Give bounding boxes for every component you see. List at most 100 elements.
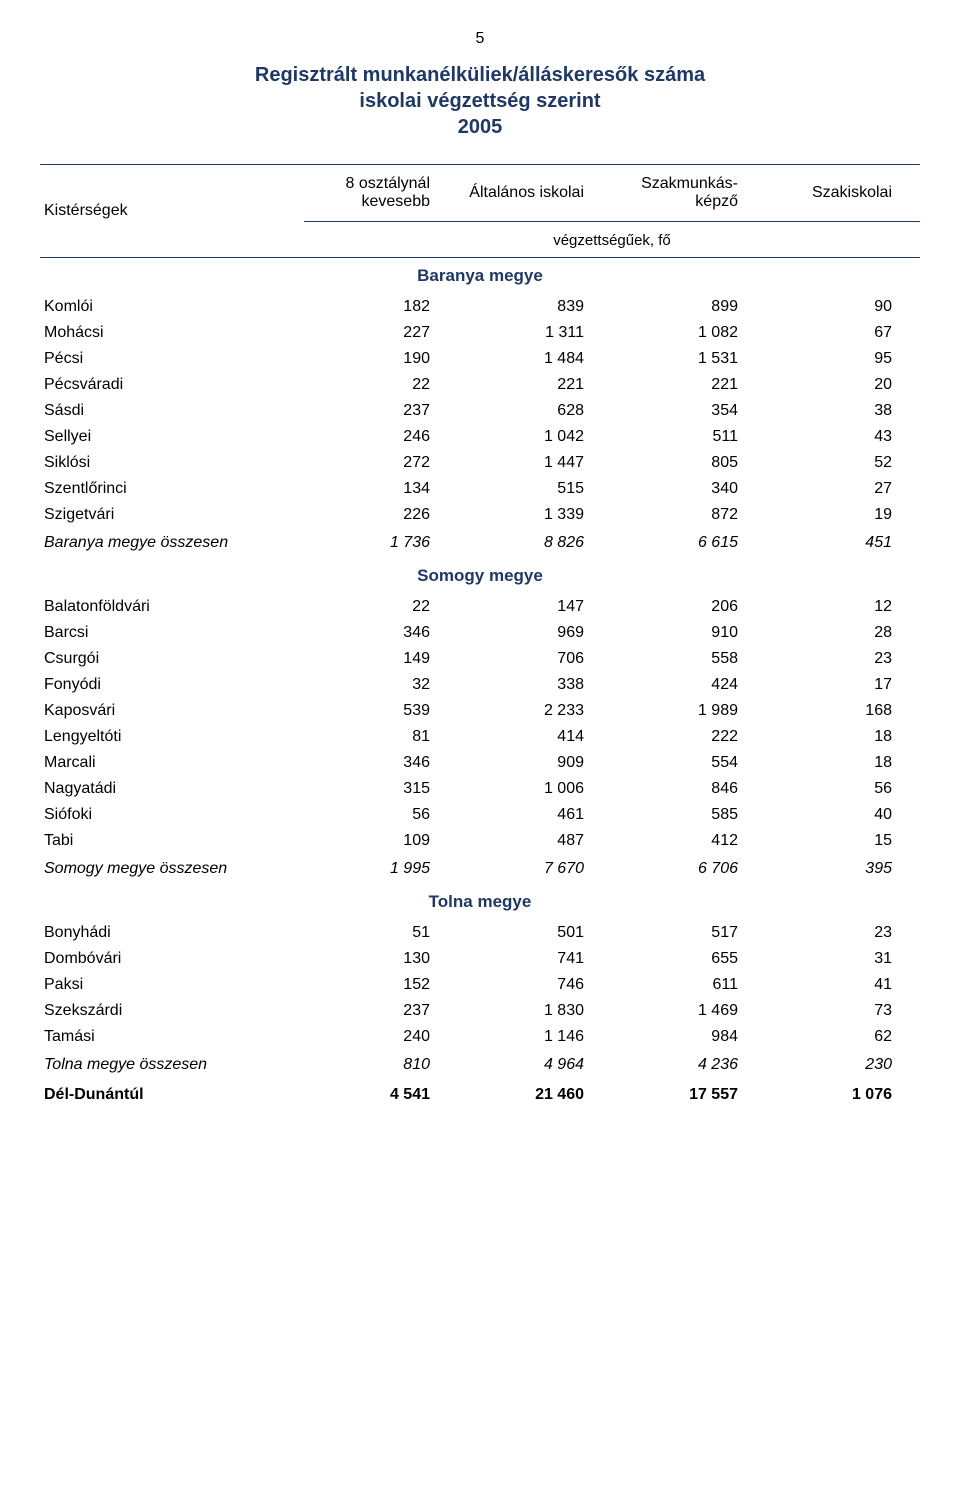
region-cell: Marcali <box>40 750 304 776</box>
value-cell: 226 <box>304 502 458 528</box>
col-header-3: Szakmunkás-képző <box>612 165 766 222</box>
region-cell: Siófoki <box>40 802 304 828</box>
title-line2: iskolai végzettség szerint <box>359 90 600 112</box>
value-cell: 73 <box>766 998 920 1024</box>
value-cell: 190 <box>304 346 458 372</box>
table-row: Sásdi23762835438 <box>40 398 920 424</box>
table-row: Szigetvári2261 33987219 <box>40 502 920 528</box>
region-cell: Siklósi <box>40 450 304 476</box>
value-cell: 40 <box>766 802 920 828</box>
table-row: Komlói18283989990 <box>40 294 920 320</box>
table-row: Siófoki5646158540 <box>40 802 920 828</box>
region-cell: Pécsváradi <box>40 372 304 398</box>
value-cell: 23 <box>766 920 920 946</box>
value-cell: 585 <box>612 802 766 828</box>
table-row: Marcali34690955418 <box>40 750 920 776</box>
region-cell: Bonyhádi <box>40 920 304 946</box>
col-subhead: végzettségűek, fő <box>304 222 920 258</box>
value-cell: 32 <box>304 672 458 698</box>
value-cell: 222 <box>612 724 766 750</box>
table-row: Tabi10948741215 <box>40 828 920 854</box>
table-row: Nagyatádi3151 00684656 <box>40 776 920 802</box>
title-line1: Regisztrált munkanélküliek/álláskeresők … <box>255 64 705 86</box>
value-cell: 315 <box>304 776 458 802</box>
value-cell: 501 <box>458 920 612 946</box>
value-cell: 18 <box>766 750 920 776</box>
section-header: Tolna megye <box>40 884 920 920</box>
section-header: Baranya megye <box>40 258 920 295</box>
grand-total-row: Dél-Dunántúl4 54121 46017 5571 076 <box>40 1080 920 1106</box>
value-cell: 746 <box>458 972 612 998</box>
value-cell: 1 339 <box>458 502 612 528</box>
col-header-region: Kistérségek <box>40 165 304 258</box>
value-cell: 246 <box>304 424 458 450</box>
region-cell: Csurgói <box>40 646 304 672</box>
value-cell: 1 082 <box>612 320 766 346</box>
value-cell: 95 <box>766 346 920 372</box>
table-row: Pécsváradi2222122120 <box>40 372 920 398</box>
title-line3: 2005 <box>458 116 503 138</box>
value-cell: 340 <box>612 476 766 502</box>
page-number: 5 <box>40 30 920 48</box>
table-row: Sellyei2461 04251143 <box>40 424 920 450</box>
summary-value: 1 736 <box>304 528 458 558</box>
value-cell: 515 <box>458 476 612 502</box>
value-cell: 41 <box>766 972 920 998</box>
region-cell: Kaposvári <box>40 698 304 724</box>
value-cell: 81 <box>304 724 458 750</box>
table-row: Balatonföldvári2214720612 <box>40 594 920 620</box>
col-header-2: Általános iskolai <box>458 165 612 222</box>
region-cell: Balatonföldvári <box>40 594 304 620</box>
value-cell: 346 <box>304 750 458 776</box>
value-cell: 539 <box>304 698 458 724</box>
region-cell: Mohácsi <box>40 320 304 346</box>
value-cell: 67 <box>766 320 920 346</box>
table-row: Szentlőrinci13451534027 <box>40 476 920 502</box>
table-row: Siklósi2721 44780552 <box>40 450 920 476</box>
value-cell: 130 <box>304 946 458 972</box>
region-cell: Dombóvári <box>40 946 304 972</box>
value-cell: 12 <box>766 594 920 620</box>
value-cell: 38 <box>766 398 920 424</box>
table-row: Mohácsi2271 3111 08267 <box>40 320 920 346</box>
table-row: Fonyódi3233842417 <box>40 672 920 698</box>
value-cell: 1 469 <box>612 998 766 1024</box>
value-cell: 1 484 <box>458 346 612 372</box>
summary-value: 810 <box>304 1050 458 1080</box>
region-cell: Tamási <box>40 1024 304 1050</box>
value-cell: 412 <box>612 828 766 854</box>
summary-value: 395 <box>766 854 920 884</box>
value-cell: 28 <box>766 620 920 646</box>
value-cell: 221 <box>612 372 766 398</box>
value-cell: 109 <box>304 828 458 854</box>
value-cell: 272 <box>304 450 458 476</box>
value-cell: 741 <box>458 946 612 972</box>
value-cell: 1 830 <box>458 998 612 1024</box>
value-cell: 1 146 <box>458 1024 612 1050</box>
region-cell: Tabi <box>40 828 304 854</box>
summary-value: 4 964 <box>458 1050 612 1080</box>
value-cell: 168 <box>766 698 920 724</box>
table-row: Csurgói14970655823 <box>40 646 920 672</box>
value-cell: 17 <box>766 672 920 698</box>
value-cell: 27 <box>766 476 920 502</box>
value-cell: 805 <box>612 450 766 476</box>
grand-value: 17 557 <box>612 1080 766 1106</box>
value-cell: 20 <box>766 372 920 398</box>
value-cell: 354 <box>612 398 766 424</box>
value-cell: 655 <box>612 946 766 972</box>
summary-value: 4 236 <box>612 1050 766 1080</box>
value-cell: 846 <box>612 776 766 802</box>
summary-region: Tolna megye összesen <box>40 1050 304 1080</box>
col-header-4: Szakiskolai <box>766 165 920 222</box>
value-cell: 62 <box>766 1024 920 1050</box>
summary-value: 230 <box>766 1050 920 1080</box>
region-cell: Nagyatádi <box>40 776 304 802</box>
region-cell: Lengyeltóti <box>40 724 304 750</box>
table-row: Tamási2401 14698462 <box>40 1024 920 1050</box>
value-cell: 134 <box>304 476 458 502</box>
value-cell: 18 <box>766 724 920 750</box>
region-cell: Pécsi <box>40 346 304 372</box>
summary-row: Tolna megye összesen8104 9644 236230 <box>40 1050 920 1080</box>
summary-value: 7 670 <box>458 854 612 884</box>
